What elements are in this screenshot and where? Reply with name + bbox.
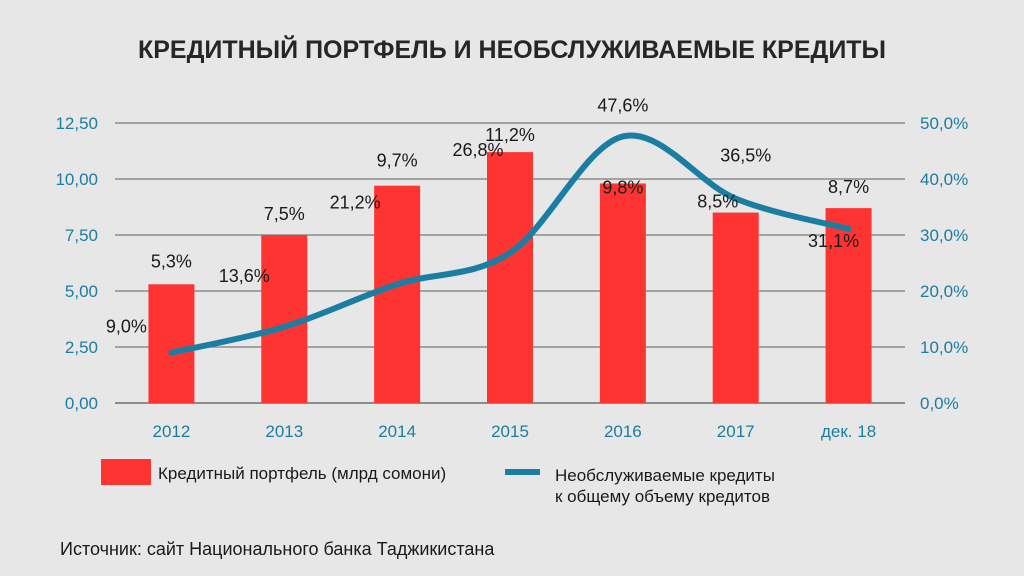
right-axis-tick: 10,0% [920,338,968,357]
right-axis-tick: 30,0% [920,226,968,245]
npl-line [168,132,852,356]
x-axis-tick: 2017 [717,422,755,441]
bar-value-label: 11,2% [485,125,535,145]
bar-value-label: 8,7% [828,177,869,197]
x-axis-tick: 2012 [153,422,191,441]
x-axis-tick: 2014 [378,422,416,441]
bar [825,208,872,403]
x-axis-tick: 2015 [491,422,529,441]
left-axis-tick: 10,00 [55,170,98,189]
x-axis-tick: дек. 18 [821,422,876,441]
bar [148,284,195,403]
right-axis-tick: 40,0% [920,170,968,189]
left-axis-tick: 7,50 [65,226,98,245]
left-axis-tick: 2,50 [65,338,98,357]
bar [487,152,533,403]
chart-title: КРЕДИТНЫЙ ПОРТФЕЛЬ И НЕОБСЛУЖИВАЕМЫЕ КРЕ… [138,34,886,64]
line-value-label: 21,2% [330,192,381,212]
line-value-label: 36,5% [720,146,771,166]
x-axis-tick: 2013 [265,422,303,441]
bar-value-label: 5,3% [151,251,192,271]
right-axis-tick: 50,0% [920,114,968,133]
bar-value-label: 7,5% [264,204,305,224]
line-value-label: 9,0% [106,317,147,337]
bar [599,183,646,403]
line-value-label: 31,1% [808,231,859,251]
legend-line-label-2: к общему объему кредитов [555,487,770,506]
legend-line-swatch [505,469,540,475]
bar [712,212,759,403]
left-axis-tick: 5,00 [65,282,98,301]
line-value-label: 47,6% [597,95,648,115]
bar [374,185,421,403]
legend-bar-swatch [101,459,151,485]
line-value-label: 26,8% [452,140,503,160]
bar-value-label: 9,7% [377,151,418,171]
left-axis-tick: 12,50 [55,114,98,133]
legend-line-label-1: Необслуживаемые кредиты [555,466,775,485]
line-value-label: 13,6% [219,266,270,286]
x-axis-tick: 2016 [604,422,642,441]
source-note: Источник: сайт Национального банка Таджи… [60,539,495,559]
left-axis-tick: 0,00 [65,394,98,413]
right-axis-tick: 20,0% [920,282,968,301]
legend-bar-label: Кредитный портфель (млрд сомони) [158,464,446,483]
bar-value-label: 9,8% [602,177,643,197]
right-axis-tick: 0,0% [920,394,959,413]
legend: Кредитный портфель (млрд сомони) Необслу… [101,459,775,506]
bar-value-label: 8,5% [697,192,738,212]
